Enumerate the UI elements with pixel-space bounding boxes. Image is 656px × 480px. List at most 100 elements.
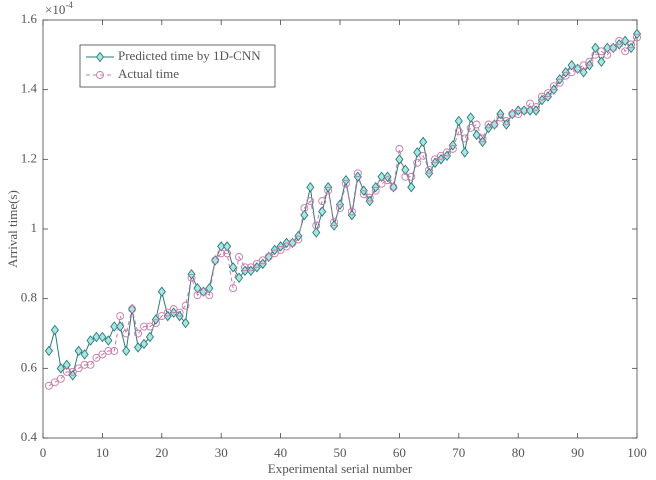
- y-tick-label: 0.4: [21, 429, 38, 444]
- diamond-marker: [50, 324, 59, 336]
- diamond-marker: [460, 147, 469, 158]
- diamond-marker: [609, 42, 618, 54]
- y-multiplier-base: ×10: [45, 2, 65, 17]
- circle-marker: [169, 305, 178, 314]
- circle-marker: [585, 57, 594, 66]
- diamond-marker: [217, 241, 226, 252]
- diamond-marker: [133, 342, 143, 353]
- circle-marker: [520, 106, 529, 115]
- circle-marker: [437, 151, 445, 160]
- circle-marker: [98, 350, 107, 359]
- circle-marker: [514, 110, 523, 119]
- x-tick-label: 10: [96, 445, 109, 460]
- diamond-marker: [573, 63, 582, 74]
- circle-marker: [80, 360, 89, 369]
- circle-marker: [122, 329, 131, 338]
- circle-marker: [341, 179, 350, 188]
- circle-marker: [211, 256, 220, 265]
- circle-marker: [573, 64, 582, 73]
- diamond-marker: [145, 331, 154, 343]
- diamond-marker: [389, 181, 398, 193]
- diamond-marker: [591, 42, 600, 54]
- circle-marker: [460, 134, 469, 143]
- circle-marker: [246, 263, 255, 272]
- circle-marker: [199, 287, 208, 296]
- diamond-marker: [122, 345, 131, 357]
- diamond-marker: [199, 286, 208, 297]
- circle-marker: [175, 308, 184, 317]
- circle-marker: [371, 186, 380, 195]
- circle-marker: [425, 165, 434, 174]
- legend-marker: [95, 51, 105, 63]
- x-tick-label: 30: [215, 445, 228, 460]
- diamond-marker: [86, 335, 95, 346]
- diamond-marker: [264, 251, 273, 263]
- circle-marker: [134, 329, 142, 338]
- circle-marker: [407, 172, 416, 181]
- circle-marker: [419, 151, 428, 160]
- circle-marker: [306, 197, 315, 206]
- circle-marker: [532, 103, 540, 112]
- circle-marker: [116, 312, 125, 321]
- circle-marker: [68, 367, 77, 376]
- circle-marker: [318, 197, 327, 206]
- circle-marker: [591, 50, 600, 59]
- diamond-marker: [413, 147, 422, 158]
- circle-marker: [526, 99, 535, 108]
- circle-marker: [621, 47, 630, 56]
- circle-marker: [383, 176, 392, 185]
- circle-marker: [484, 120, 493, 129]
- diamond-marker: [229, 262, 238, 273]
- diamond-marker: [454, 115, 463, 127]
- diamond-marker: [74, 345, 83, 357]
- circle-marker: [538, 92, 546, 101]
- diamond-marker: [300, 209, 309, 221]
- x-tick-label: 20: [155, 445, 168, 460]
- circle-marker: [264, 252, 273, 261]
- circle-marker: [431, 155, 439, 164]
- x-tick-label: 0: [40, 445, 47, 460]
- y-tick-label: 1.6: [21, 11, 38, 26]
- diamond-marker: [139, 338, 149, 350]
- legend-label: Actual time: [118, 66, 179, 81]
- diamond-marker: [116, 321, 125, 332]
- circle-marker: [442, 148, 451, 157]
- x-axis-label: Experimental serial number: [268, 461, 413, 476]
- diamond-marker: [205, 282, 214, 294]
- diamond-marker: [472, 129, 481, 141]
- diamond-marker: [234, 272, 244, 283]
- circle-marker: [288, 238, 297, 247]
- circle-marker: [561, 71, 570, 80]
- x-tick-label: 40: [274, 445, 287, 460]
- circle-marker: [359, 190, 368, 199]
- circle-marker: [609, 43, 618, 52]
- circle-marker: [567, 68, 576, 77]
- circle-marker: [490, 120, 499, 129]
- circle-marker: [56, 374, 65, 383]
- diamond-marker: [401, 164, 410, 176]
- circle-marker: [508, 110, 517, 119]
- circle-marker: [336, 204, 344, 213]
- circle-marker: [502, 117, 511, 125]
- circle-marker: [92, 353, 101, 362]
- circle-marker: [615, 36, 624, 45]
- circle-marker: [353, 169, 362, 178]
- diamond-marker: [377, 171, 386, 182]
- y-tick-label: 1.2: [21, 150, 37, 165]
- diamond-marker: [56, 363, 65, 374]
- circle-marker: [157, 312, 166, 321]
- diamond-marker: [211, 255, 220, 266]
- series-line: [48, 37, 638, 387]
- circle-marker: [395, 144, 404, 153]
- circle-marker: [579, 61, 588, 70]
- circle-marker: [110, 346, 119, 355]
- circle-marker: [365, 193, 374, 202]
- x-tick-label: 50: [334, 445, 347, 460]
- circle-marker: [44, 381, 53, 390]
- diamond-marker: [80, 349, 89, 360]
- diamond-marker: [110, 321, 119, 332]
- diamond-marker: [520, 105, 529, 116]
- circle-marker: [205, 291, 214, 300]
- circle-marker: [145, 322, 154, 331]
- x-tick-label: 80: [512, 445, 525, 460]
